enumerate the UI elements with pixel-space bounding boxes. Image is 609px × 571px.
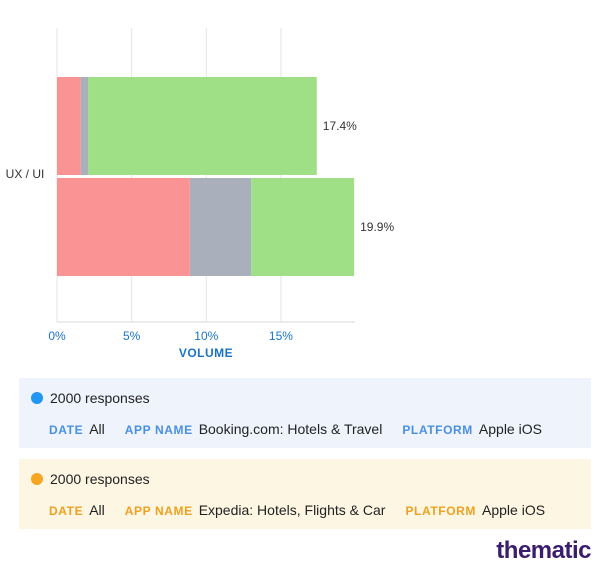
responses-count: 2000 responses	[50, 471, 150, 487]
app-name-value: Booking.com: Hotels & Travel	[198, 421, 383, 437]
thematic-logo: thematic	[496, 537, 591, 564]
bar-segment-negative	[57, 77, 81, 175]
dataset-filters: DATE All APP NAME Expedia: Hotels, Fligh…	[49, 502, 565, 518]
bar-total-label: 19.9%	[360, 220, 394, 234]
app-name-key: APP NAME	[124, 423, 193, 437]
x-tick-label: 15%	[269, 329, 293, 343]
dataset-color-dot	[31, 473, 43, 485]
bar-total-label: 17.4%	[323, 119, 357, 133]
app-name-key: APP NAME	[124, 504, 193, 518]
x-axis-title: VOLUME	[179, 346, 233, 360]
dataset-filters: DATE All APP NAME Booking.com: Hotels & …	[49, 421, 562, 437]
platform-value: Apple iOS	[482, 502, 546, 518]
app-name-value: Expedia: Hotels, Flights & Car	[198, 502, 386, 518]
bar-segment-positive	[251, 178, 355, 276]
x-tick-label: 10%	[194, 329, 218, 343]
bar-segment-neutral	[80, 77, 89, 175]
x-tick-label: 0%	[48, 329, 66, 343]
responses-count: 2000 responses	[50, 390, 150, 406]
platform-key: PLATFORM	[405, 504, 477, 518]
date-value: All	[89, 421, 105, 437]
date-value: All	[89, 502, 105, 518]
category-label: UX / UI	[6, 167, 45, 181]
dataset-panel-expedia: 2000 responses DATE All APP NAME Expedia…	[19, 459, 591, 529]
bar-segment-negative	[57, 178, 190, 276]
x-tick-label: 5%	[123, 329, 141, 343]
dataset-summary: 2000 responses	[31, 390, 150, 406]
dataset-summary: 2000 responses	[31, 471, 150, 487]
platform-value: Apple iOS	[478, 421, 542, 437]
date-key: DATE	[49, 504, 84, 518]
volume-bar-chart: 17.4% 19.9% UX / UI 0% 5% 10% 15% VOLUME	[6, 28, 394, 360]
platform-key: PLATFORM	[402, 423, 473, 437]
bar-segment-positive	[88, 77, 317, 175]
dataset-panel-booking: 2000 responses DATE All APP NAME Booking…	[19, 378, 591, 448]
dataset-color-dot	[31, 392, 43, 404]
date-key: DATE	[49, 423, 84, 437]
bar-segment-neutral	[189, 178, 252, 276]
